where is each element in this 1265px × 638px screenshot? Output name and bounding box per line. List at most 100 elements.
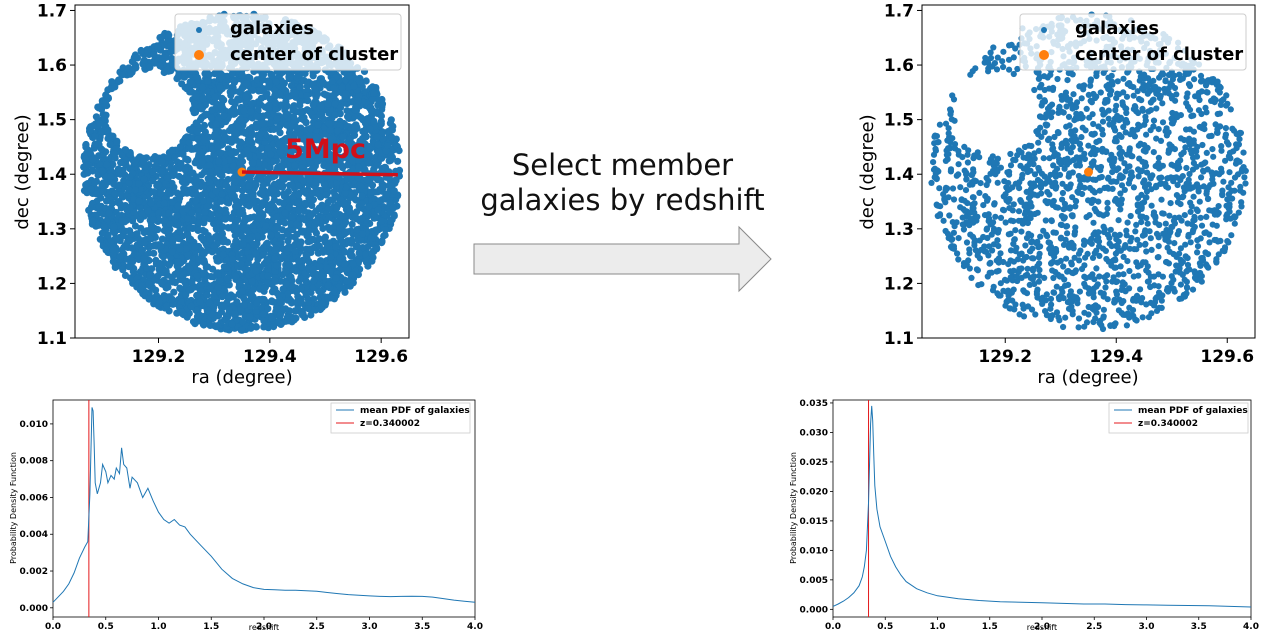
galaxy-point	[301, 199, 309, 207]
galaxy-point	[98, 229, 106, 237]
galaxy-point	[89, 155, 97, 164]
galaxy-point	[354, 97, 362, 105]
galaxy-point	[263, 256, 271, 264]
galaxy-point	[199, 226, 207, 234]
y-tick-label: 1.5	[37, 111, 67, 131]
galaxy-point	[1096, 252, 1103, 259]
galaxy-point	[220, 303, 228, 311]
galaxy-point	[271, 99, 280, 107]
galaxy-point	[220, 236, 228, 244]
galaxy-point	[271, 91, 279, 99]
galaxy-point	[368, 257, 376, 265]
galaxy-point	[117, 191, 125, 199]
galaxy-point	[350, 122, 358, 130]
galaxy-point	[218, 293, 226, 301]
galaxy-point	[197, 191, 205, 199]
galaxy-point	[278, 226, 286, 234]
galaxy-point	[231, 178, 240, 186]
galaxy-point	[80, 187, 89, 195]
galaxy-point	[180, 73, 189, 81]
galaxy-point	[185, 174, 193, 183]
galaxy-point	[200, 121, 209, 130]
galaxy-point	[219, 250, 227, 259]
galaxy-point	[182, 245, 190, 253]
galaxy-point	[169, 238, 177, 246]
galaxy-point	[184, 215, 192, 223]
y-tick-label: 1.1	[37, 329, 67, 349]
galaxy-point	[217, 197, 225, 205]
galaxy-point	[305, 194, 313, 202]
galaxy-point	[355, 156, 363, 164]
galaxy-point	[176, 143, 184, 151]
galaxy-point	[100, 223, 108, 231]
galaxy-point	[246, 302, 254, 310]
galaxy-point	[276, 296, 284, 304]
galaxy-point	[318, 299, 326, 307]
galaxy-point	[365, 203, 373, 211]
scatter-plot-member-galaxies: 129.2 129.4 129.6 1.11.21.31.41.51.61.7 ga…	[857, 1, 1256, 388]
galaxy-point	[253, 76, 261, 84]
galaxy-point	[1031, 171, 1039, 178]
galaxy-point	[324, 281, 332, 289]
galaxy-point	[174, 258, 182, 266]
galaxy-point	[211, 204, 219, 212]
galaxy-point	[305, 175, 314, 183]
galaxy-point	[86, 127, 94, 136]
galaxy-point	[118, 151, 126, 159]
galaxy-point	[294, 199, 302, 207]
galaxy-point	[318, 144, 326, 152]
galaxy-point	[237, 115, 245, 123]
galaxy-point	[146, 234, 154, 243]
galaxy-point	[293, 230, 301, 239]
galaxy-point	[118, 217, 126, 225]
galaxy-point	[130, 64, 138, 73]
galaxy-point	[200, 197, 208, 205]
legend: galaxies center of cluster	[174, 13, 402, 71]
galaxy-point	[358, 230, 367, 238]
galaxy-point	[208, 248, 216, 256]
galaxy-point	[196, 281, 205, 290]
galaxy-point	[318, 138, 326, 147]
galaxy-point	[277, 320, 285, 328]
galaxy-point	[249, 192, 257, 200]
galaxy-point	[252, 307, 260, 315]
galaxy-point	[138, 282, 146, 290]
galaxy-point	[355, 92, 363, 100]
galaxy-point	[342, 90, 350, 98]
galaxy-point	[347, 174, 355, 182]
galaxy-point	[103, 197, 111, 205]
galaxy-point	[228, 98, 236, 106]
galaxy-point	[91, 132, 99, 140]
galaxy-point	[316, 110, 324, 118]
galaxy-point	[258, 119, 267, 128]
galaxy-point	[215, 277, 223, 285]
galaxy-point	[271, 255, 279, 263]
galaxy-point	[274, 124, 283, 132]
galaxy-point	[270, 196, 278, 204]
galaxy-point	[118, 71, 126, 79]
galaxy-point	[185, 286, 193, 294]
galaxy-point	[277, 162, 285, 170]
galaxy-point	[98, 127, 106, 135]
galaxy-point	[284, 296, 292, 304]
galaxy-point	[324, 198, 332, 206]
galaxy-point	[156, 259, 164, 268]
galaxy-point	[192, 197, 200, 205]
galaxy-point	[345, 143, 353, 151]
galaxy-point	[204, 263, 212, 271]
galaxy-point	[341, 189, 349, 197]
galaxy-point	[87, 185, 95, 193]
galaxy-point	[252, 267, 260, 275]
galaxy-point	[960, 226, 967, 233]
galaxy-point	[156, 62, 164, 70]
galaxy-point	[355, 77, 364, 85]
galaxy-point	[186, 264, 194, 272]
galaxy-point	[318, 154, 326, 162]
galaxy-point	[169, 171, 177, 180]
galaxy-point	[228, 70, 236, 78]
galaxy-point	[309, 236, 317, 244]
galaxy-point	[264, 272, 272, 280]
galaxy-point	[102, 246, 110, 254]
galaxy-point	[214, 143, 222, 151]
galaxy-point	[334, 146, 343, 154]
